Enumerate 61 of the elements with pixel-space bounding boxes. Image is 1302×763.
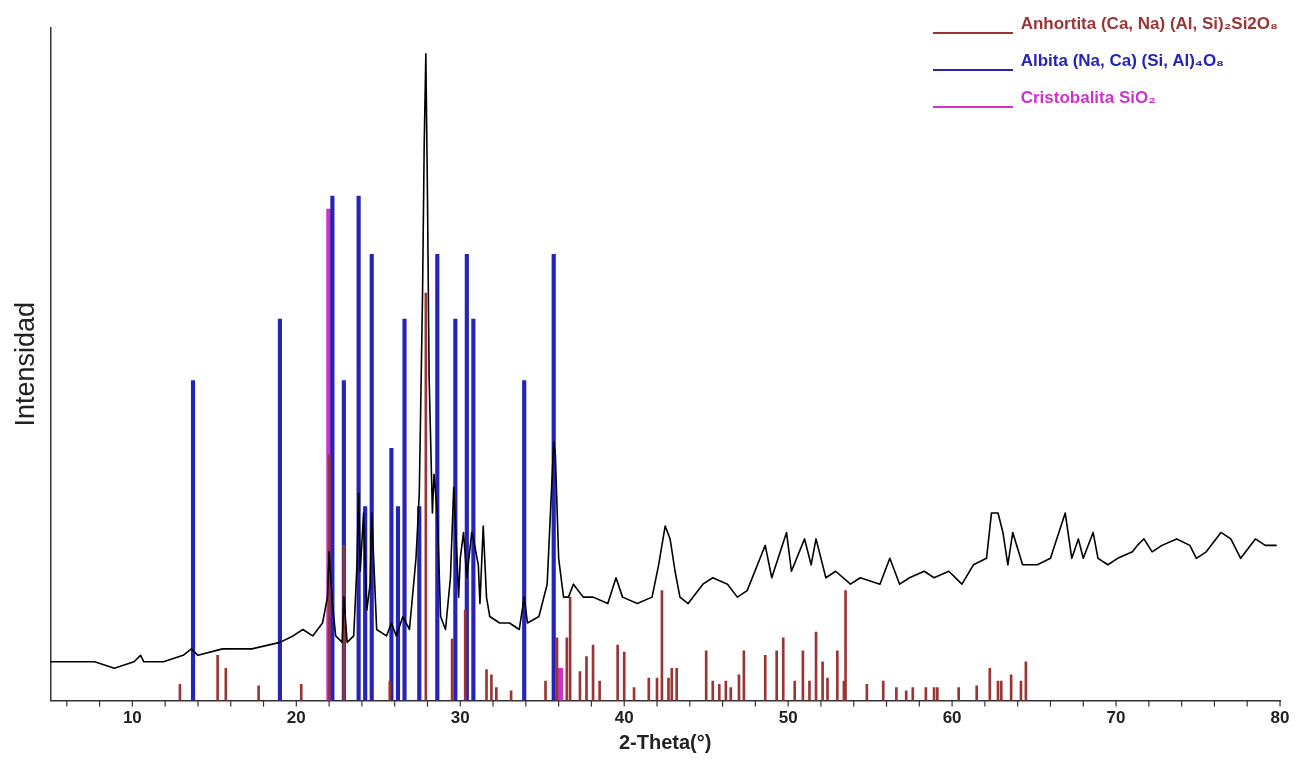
legend-label: Anhortita (Ca, Na) (Al, Si)₂Si2O₈ [1020, 14, 1278, 34]
x-tick-label: 40 [614, 708, 634, 728]
bar [781, 637, 785, 701]
bar [224, 667, 228, 701]
x-tick-label: 50 [778, 708, 798, 728]
bar [551, 254, 556, 701]
bar [388, 680, 392, 701]
bar [417, 506, 422, 701]
bar [277, 318, 283, 701]
bar [936, 687, 939, 701]
bar [490, 674, 493, 701]
bar [216, 655, 219, 701]
bar [821, 661, 824, 701]
x-tick-label: 70 [1106, 708, 1126, 728]
bar [988, 667, 992, 701]
bar [763, 655, 767, 701]
bar [844, 590, 847, 701]
bar [895, 687, 898, 701]
bar [881, 680, 885, 701]
bar [675, 667, 679, 701]
legend-label: Albita (Na, Ca) (Si, Al)₄O₈ [1020, 51, 1225, 71]
bar [717, 684, 721, 701]
bar [793, 680, 797, 701]
bar [257, 685, 260, 701]
bar [190, 380, 196, 701]
bar [670, 667, 674, 701]
bar [585, 656, 588, 701]
bar [330, 195, 335, 701]
legend-label: Cristobalita SiO₂ [1020, 88, 1156, 108]
bar [904, 690, 908, 701]
y-axis-title: Intensidad [9, 302, 40, 427]
x-tick-label: 20 [286, 708, 306, 728]
x-tick-label: 80 [1270, 708, 1290, 728]
bar [299, 684, 303, 701]
bar [975, 685, 979, 701]
bar [711, 680, 715, 701]
bar [729, 687, 733, 701]
bar [471, 318, 476, 701]
bar [957, 687, 960, 701]
x-tick-label: 30 [450, 708, 470, 728]
bar [616, 644, 619, 701]
bar [775, 650, 779, 701]
bar [622, 651, 626, 701]
x-tick-label: 10 [122, 708, 142, 728]
bar [522, 380, 527, 701]
bar [911, 687, 915, 701]
bar [395, 506, 401, 701]
bar [485, 669, 488, 701]
bar [647, 677, 651, 701]
bar [826, 677, 829, 701]
bar [836, 650, 839, 701]
bar [463, 609, 467, 701]
bar [544, 680, 547, 701]
bar [704, 650, 708, 701]
x-axis-title: 2-Theta(°) [618, 730, 712, 753]
bar [402, 318, 407, 701]
bar [389, 448, 394, 701]
bar [598, 680, 601, 701]
x-tick-label: 60 [942, 708, 962, 728]
bar [495, 687, 498, 701]
bar [808, 680, 811, 701]
